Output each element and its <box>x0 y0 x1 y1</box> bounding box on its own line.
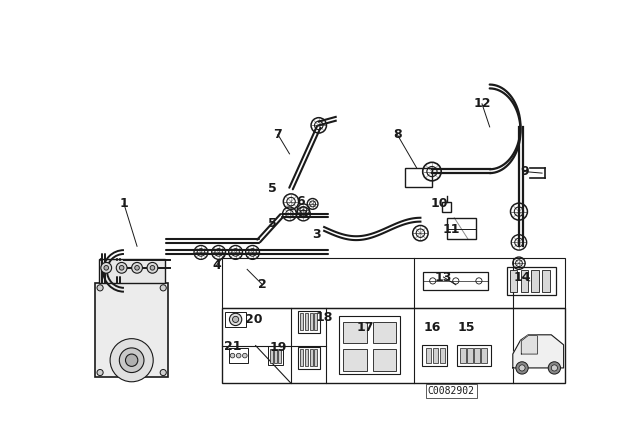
Text: 6: 6 <box>297 195 305 208</box>
Bar <box>542 270 550 292</box>
Circle shape <box>119 348 144 373</box>
Bar <box>372 349 396 371</box>
Circle shape <box>230 353 235 358</box>
Circle shape <box>548 362 561 374</box>
Circle shape <box>236 353 241 358</box>
Bar <box>268 346 284 365</box>
Text: 3: 3 <box>312 228 321 241</box>
Bar <box>298 311 319 332</box>
Text: 7: 7 <box>273 128 282 141</box>
Bar <box>274 349 277 362</box>
Bar <box>305 313 308 330</box>
Circle shape <box>519 365 525 371</box>
Bar <box>344 349 367 371</box>
Circle shape <box>160 370 166 375</box>
Text: 12: 12 <box>473 97 491 110</box>
Bar <box>339 315 401 374</box>
Bar <box>278 349 281 362</box>
Text: 18: 18 <box>316 311 333 324</box>
Circle shape <box>551 365 557 371</box>
Circle shape <box>160 285 166 291</box>
Bar <box>440 348 445 363</box>
Circle shape <box>104 266 109 270</box>
Bar <box>230 348 248 363</box>
Text: 5: 5 <box>268 182 277 195</box>
Text: 19: 19 <box>269 341 287 354</box>
Polygon shape <box>513 335 564 368</box>
Text: 16: 16 <box>423 321 440 334</box>
Bar <box>95 283 168 377</box>
Circle shape <box>243 353 247 358</box>
Bar <box>300 349 303 366</box>
Circle shape <box>516 362 528 374</box>
Text: 11: 11 <box>442 223 460 236</box>
Circle shape <box>116 263 127 273</box>
Text: 17: 17 <box>356 321 374 334</box>
Bar <box>225 312 246 327</box>
Text: 9: 9 <box>520 165 529 178</box>
Circle shape <box>119 266 124 270</box>
Bar <box>99 258 164 283</box>
Bar <box>314 313 317 330</box>
Bar <box>426 348 431 363</box>
Bar <box>314 349 317 366</box>
Circle shape <box>110 339 153 382</box>
Circle shape <box>135 266 140 270</box>
Bar <box>509 270 517 292</box>
Circle shape <box>230 313 242 326</box>
Text: 21: 21 <box>224 340 241 353</box>
Bar <box>270 349 273 362</box>
Circle shape <box>97 285 103 291</box>
Bar <box>372 322 396 343</box>
Bar <box>298 347 319 369</box>
Bar <box>310 349 312 366</box>
Bar <box>447 218 476 239</box>
Bar <box>507 267 556 295</box>
Circle shape <box>125 354 138 366</box>
Circle shape <box>232 316 239 323</box>
Text: 20: 20 <box>244 313 262 326</box>
Circle shape <box>132 263 143 273</box>
Bar <box>424 271 488 290</box>
Circle shape <box>147 263 158 273</box>
Text: 13: 13 <box>435 271 452 284</box>
Text: 4: 4 <box>212 259 221 272</box>
Bar <box>422 345 447 366</box>
Bar <box>305 349 308 366</box>
Bar <box>405 168 432 187</box>
Polygon shape <box>521 336 538 354</box>
Bar <box>221 258 565 308</box>
Circle shape <box>101 263 111 273</box>
Bar <box>300 313 303 330</box>
Bar <box>310 313 312 330</box>
Text: 1: 1 <box>120 198 129 211</box>
Text: 15: 15 <box>458 321 476 334</box>
Circle shape <box>150 266 155 270</box>
Text: 2: 2 <box>258 278 267 291</box>
Text: 5: 5 <box>268 217 277 230</box>
Bar <box>344 322 367 343</box>
Bar <box>531 270 539 292</box>
Bar <box>442 202 451 211</box>
Text: 10: 10 <box>431 198 449 211</box>
Bar <box>467 348 473 363</box>
Text: 14: 14 <box>513 271 531 284</box>
Text: 8: 8 <box>393 128 402 141</box>
Bar <box>460 348 466 363</box>
Bar <box>474 348 480 363</box>
Bar <box>520 270 528 292</box>
Bar <box>481 348 486 363</box>
Circle shape <box>97 370 103 375</box>
Text: C0082902: C0082902 <box>428 386 475 396</box>
Bar <box>433 348 438 363</box>
Bar <box>458 345 492 366</box>
Bar <box>221 308 565 383</box>
